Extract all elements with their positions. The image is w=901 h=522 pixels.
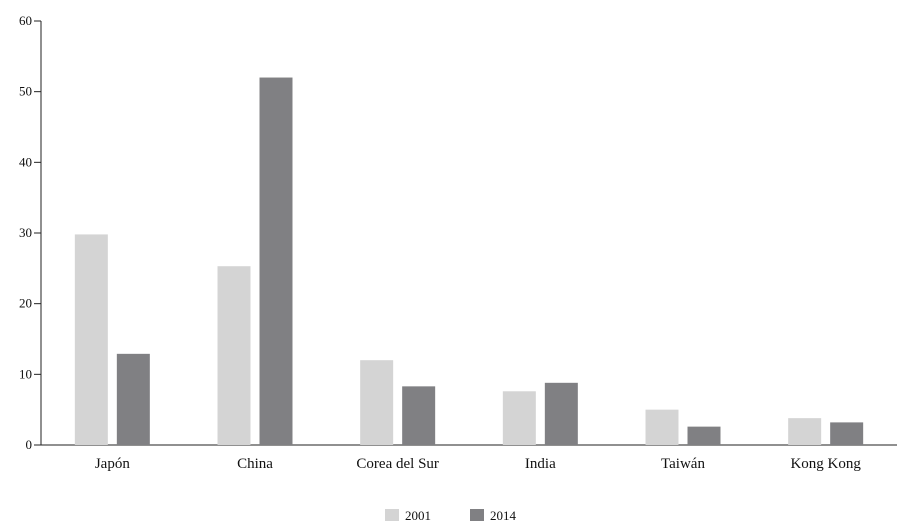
y-tick-label: 20 <box>19 296 32 311</box>
x-category-label: Kong Kong <box>790 456 861 472</box>
x-category-label: India <box>525 456 556 472</box>
legend-label: 2014 <box>490 508 517 522</box>
bars <box>74 77 864 446</box>
legend-swatch-2001 <box>385 509 399 521</box>
bar-2014-4 <box>687 426 721 445</box>
bar-2014-5 <box>830 422 864 445</box>
bar-2001-5 <box>788 418 822 445</box>
bar-2014-1 <box>259 77 293 446</box>
x-category-label: Corea del Sur <box>356 456 438 472</box>
y-tick-label: 10 <box>19 366 32 381</box>
y-tick-label: 30 <box>19 225 32 240</box>
bar-2014-0 <box>116 353 150 445</box>
bar-2014-2 <box>402 386 436 445</box>
bar-2001-1 <box>217 266 251 445</box>
legend-label: 2001 <box>405 508 431 522</box>
x-category-label: Japón <box>95 456 130 472</box>
y-axis: 0 10 20 30 40 50 60 <box>19 13 42 452</box>
bar-2001-4 <box>645 409 679 445</box>
y-tick-label: 0 <box>26 437 33 452</box>
y-tick-label: 40 <box>19 154 32 169</box>
bar-2014-3 <box>544 382 578 445</box>
y-tick-label: 50 <box>19 84 32 99</box>
legend-swatch-2014 <box>470 509 484 521</box>
bar-2001-2 <box>360 360 394 445</box>
x-category-label: Taiwán <box>661 456 705 472</box>
bar-2001-3 <box>502 391 536 445</box>
legend: 2001 2014 <box>385 508 517 522</box>
bar-2001-0 <box>74 234 108 445</box>
x-axis: Japón China Corea del Sur India Taiwán Kong K… <box>41 444 897 472</box>
x-category-label: China <box>237 456 273 472</box>
y-tick-label: 60 <box>19 13 32 28</box>
